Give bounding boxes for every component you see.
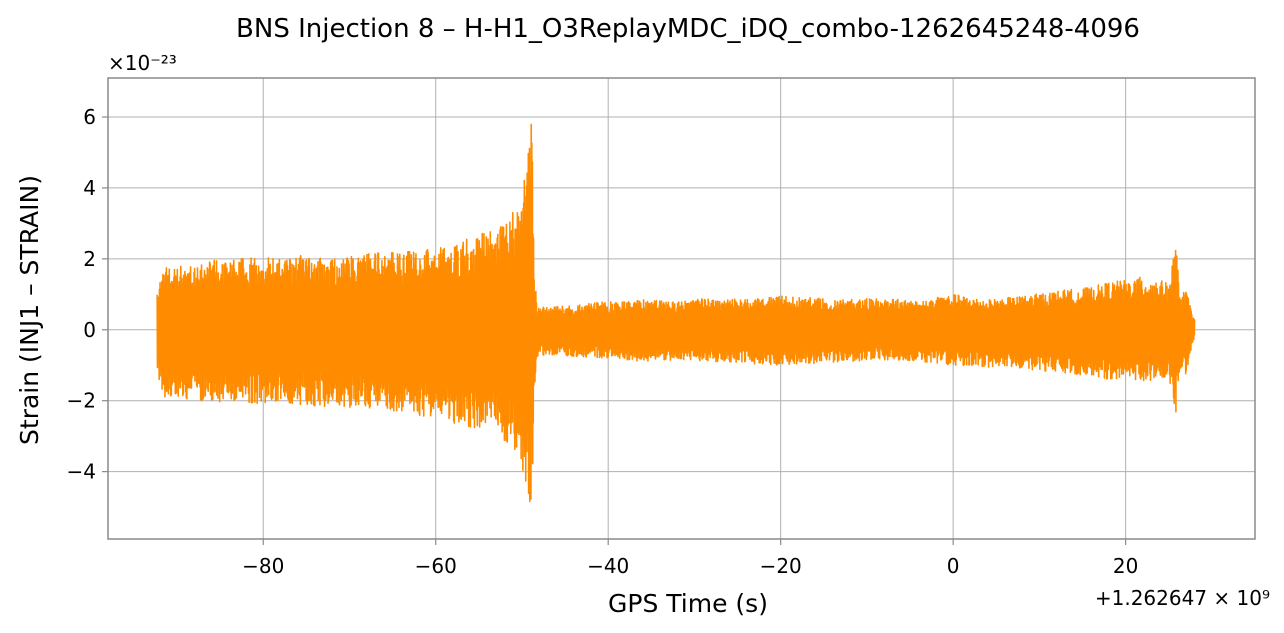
x-tick-label: −60 — [415, 554, 457, 578]
chart-title: BNS Injection 8 – H-H1_O3ReplayMDC_iDQ_c… — [236, 14, 1140, 44]
y-tick-label: 4 — [83, 176, 96, 200]
y-axis-label: Strain (INJ1 – STRAIN) — [15, 175, 44, 445]
series-layer — [156, 123, 1196, 503]
y-tick-label: 2 — [83, 247, 96, 271]
x-tick-label: −20 — [760, 554, 802, 578]
x-tick-label: 0 — [947, 554, 960, 578]
y-tick-label: −4 — [67, 460, 96, 484]
x-axis-label: GPS Time (s) — [608, 589, 768, 618]
y-tick-label: 6 — [83, 105, 96, 129]
y-tick-label: 0 — [83, 318, 96, 342]
x-offset-label: +1.262647 × 10⁹ — [1095, 586, 1270, 610]
x-tick-label: −40 — [587, 554, 629, 578]
plot-frame — [107, 77, 1256, 540]
x-tick-label: −80 — [242, 554, 284, 578]
x-tick-label: 20 — [1113, 554, 1138, 578]
y-tick-label: −2 — [67, 389, 96, 413]
strain-series-line — [156, 123, 1196, 503]
y-scale-label: ×10⁻²³ — [108, 51, 177, 75]
